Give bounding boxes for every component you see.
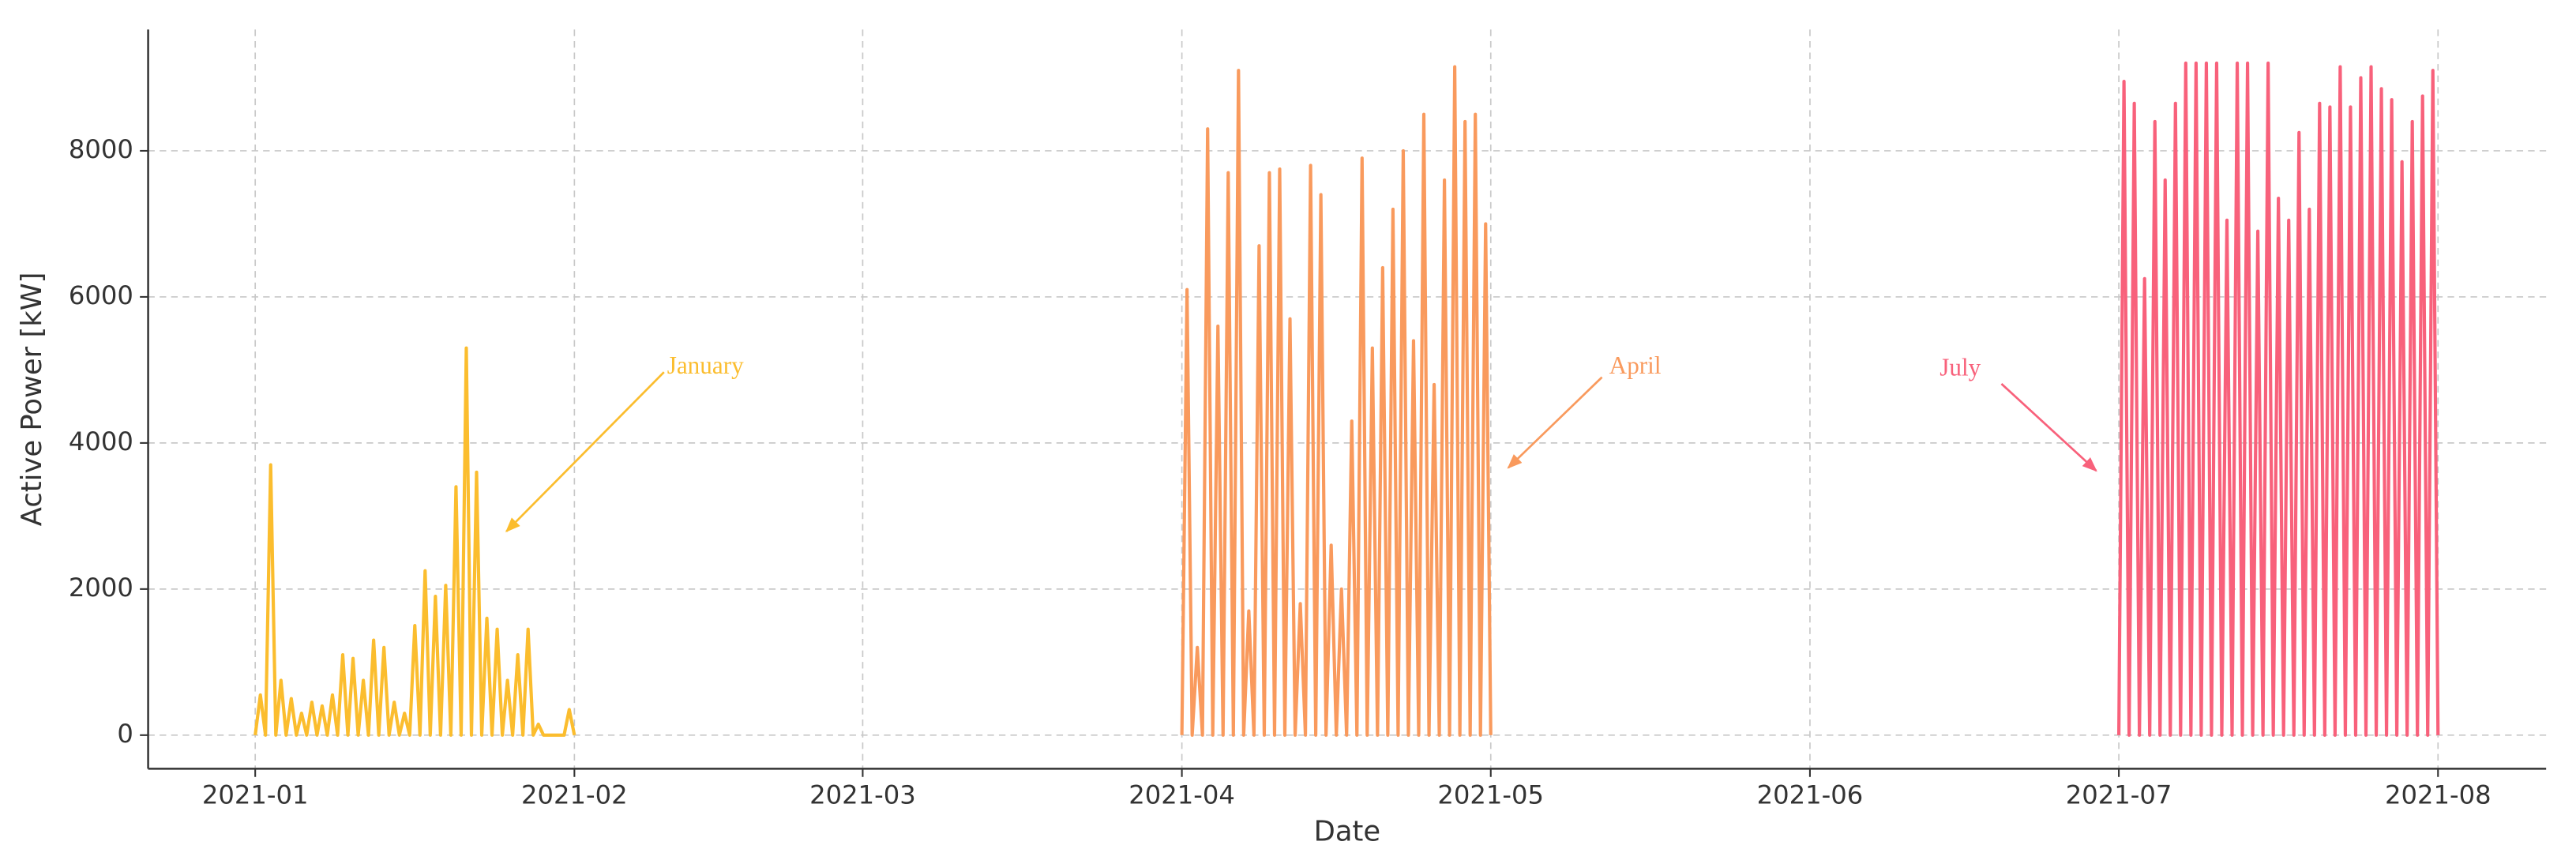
- x-tick-label: 2021-08: [2385, 780, 2492, 810]
- y-axis-label: Active Power [kW]: [16, 272, 48, 527]
- series-line: [1180, 65, 1493, 737]
- annotation-arrow: [2000, 382, 2097, 472]
- annotation-arrow: [1507, 376, 1603, 469]
- series-line: [253, 346, 576, 737]
- annotation: April: [1609, 351, 1662, 379]
- annotation-arrow: [505, 371, 665, 533]
- x-tick-label: 2021-03: [809, 780, 916, 810]
- x-tick-label: 2021-06: [1757, 780, 1864, 810]
- x-tick-label: 2021-05: [1437, 780, 1544, 810]
- y-tick-label: 0: [117, 719, 133, 749]
- series-line: [2117, 61, 2440, 737]
- x-axis-label: Date: [1314, 815, 1380, 847]
- x-tick-label: 2021-07: [2066, 780, 2172, 810]
- y-tick-label: 2000: [69, 573, 133, 603]
- y-tick-label: 6000: [69, 280, 133, 310]
- y-tick-label: 4000: [69, 426, 133, 456]
- annotation: July: [1940, 354, 1981, 381]
- x-tick-label: 2021-01: [202, 780, 309, 810]
- x-tick-label: 2021-04: [1128, 780, 1235, 810]
- annotation: January: [667, 351, 744, 379]
- x-tick-label: 2021-02: [521, 780, 628, 810]
- y-tick-label: 8000: [69, 134, 133, 164]
